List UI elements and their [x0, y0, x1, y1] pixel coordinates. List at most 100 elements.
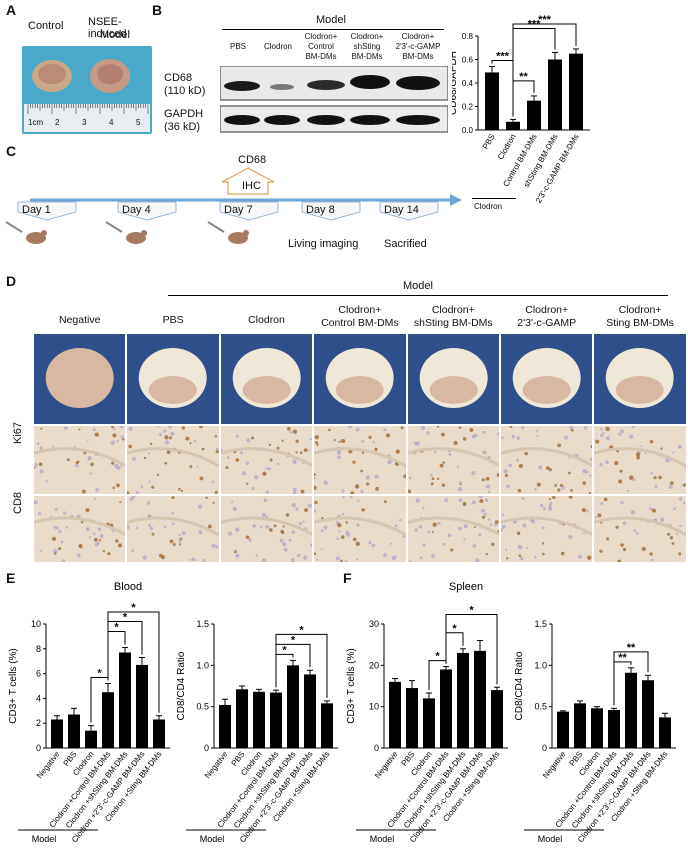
bar-clodron-2-3-c-gamp-bm-dms [474, 650, 486, 748]
tissue-photo-drawing [419, 348, 488, 408]
stain-cell [456, 465, 459, 469]
stain-cell [597, 513, 602, 518]
bar-negative [389, 681, 401, 748]
tissue-fiber [127, 516, 219, 537]
stain-cell [653, 476, 658, 480]
stain-cell [78, 428, 81, 431]
ruler-label-5: 5 [136, 118, 141, 127]
stain-cell [212, 480, 215, 484]
timeline-day-1: Day 1 [22, 204, 51, 216]
stain-cell [636, 456, 641, 460]
stain-cell [335, 556, 341, 561]
stain-cell [468, 427, 473, 433]
lane-label-shsting-l1: Clodron+ [350, 32, 384, 41]
stain-cell [678, 552, 682, 556]
panel-d-column-headers: Negative PBS Clodron Clodron+ Control BM-DMs… [33, 300, 688, 334]
stain-cell [650, 439, 654, 444]
column-header-line: PBS [162, 314, 184, 326]
stain-cell [65, 526, 69, 529]
stain-cell [53, 552, 57, 555]
stain-cell [208, 524, 213, 529]
stain-cell [679, 524, 683, 528]
bar-clodron [591, 708, 603, 748]
ki67-stain-clodron [220, 426, 313, 494]
gapdh-band-control [307, 115, 345, 125]
stain-cell [561, 485, 565, 490]
stain-cell [350, 491, 355, 494]
stain-cell [582, 531, 585, 535]
stain-cell [485, 476, 490, 481]
stain-cell [538, 465, 543, 470]
cd8-stain-drawing [314, 496, 406, 562]
stain-cell [407, 489, 411, 494]
y-tick-label: 0.2 [462, 103, 474, 112]
stain-cell [314, 509, 317, 513]
tissue-fiber [220, 447, 313, 468]
stain-cell [314, 435, 320, 440]
significance-label: * [299, 624, 304, 636]
stain-cell [548, 506, 553, 511]
stain-cell [504, 473, 508, 478]
stain-cell [670, 536, 674, 540]
stain-cell [87, 456, 92, 461]
stain-cell [328, 428, 332, 432]
y-tick-label: 0.8 [462, 32, 474, 41]
bar-clodron-control-bm-dms [270, 692, 282, 748]
stain-cell [268, 467, 271, 471]
stain-cell [672, 451, 675, 454]
stain-cell [92, 428, 96, 432]
timeline-marker-day-7 [219, 201, 279, 221]
stain-cell [144, 456, 147, 460]
y-tick-label: 1.5 [196, 619, 209, 629]
bar-negative [51, 719, 63, 748]
stain-cell [360, 469, 364, 473]
stain-cell [215, 435, 218, 438]
stain-cell [263, 498, 267, 502]
row-label-cd8-wrap: CD8 [12, 492, 24, 514]
ruler-label-2: 2 [55, 118, 60, 127]
stain-cell [667, 532, 671, 536]
stain-cell [640, 445, 644, 448]
stain-cell [286, 426, 291, 431]
tissue-photo-drawing [139, 348, 208, 408]
cd8-stain-clodron-sting-bm-dms [594, 496, 686, 562]
stain-cell [658, 475, 663, 480]
chart-b-group-line [472, 198, 516, 199]
stain-cell [636, 452, 641, 457]
stain-cell [40, 427, 43, 430]
ki67-stain-drawing [34, 426, 126, 494]
y-axis-label: CD68/GAPDH [452, 51, 459, 115]
stain-cell [262, 471, 267, 476]
y-tick-label: 1.0 [196, 660, 209, 670]
y-tick-label: 0 [36, 743, 41, 753]
stain-cell [282, 525, 285, 528]
stain-cell [472, 544, 476, 548]
ki67-stain-drawing [407, 426, 499, 494]
stain-cell [314, 473, 317, 477]
stain-cell [314, 500, 318, 505]
stain-cell [605, 460, 610, 464]
stain-cell [606, 436, 611, 441]
stain-cell [474, 558, 480, 562]
stain-cell [548, 467, 552, 472]
tissue-base [242, 376, 291, 404]
ihc-arrow [221, 167, 275, 195]
tissue-base [522, 376, 571, 404]
stain-cell [503, 469, 508, 474]
stain-cell [521, 426, 525, 430]
stain-cell [52, 445, 55, 449]
y-tick-label: 30 [369, 619, 379, 629]
stain-cell [436, 426, 439, 428]
bar-2-3-c-gamp-bm-dms [569, 53, 583, 130]
stain-cell [342, 512, 345, 516]
ruler [24, 104, 150, 132]
stain-cell [421, 543, 426, 547]
stain-cell [383, 428, 387, 432]
stain-cell [246, 438, 251, 443]
bar-clodron-2-3-c-gamp-bm-dms [304, 674, 316, 748]
panel-d-model-line [168, 295, 668, 296]
stain-cell [483, 512, 487, 516]
stain-cell [545, 466, 550, 470]
y-axis-label: CD3+ T cells (%) [8, 648, 19, 723]
stain-cell [620, 500, 625, 505]
